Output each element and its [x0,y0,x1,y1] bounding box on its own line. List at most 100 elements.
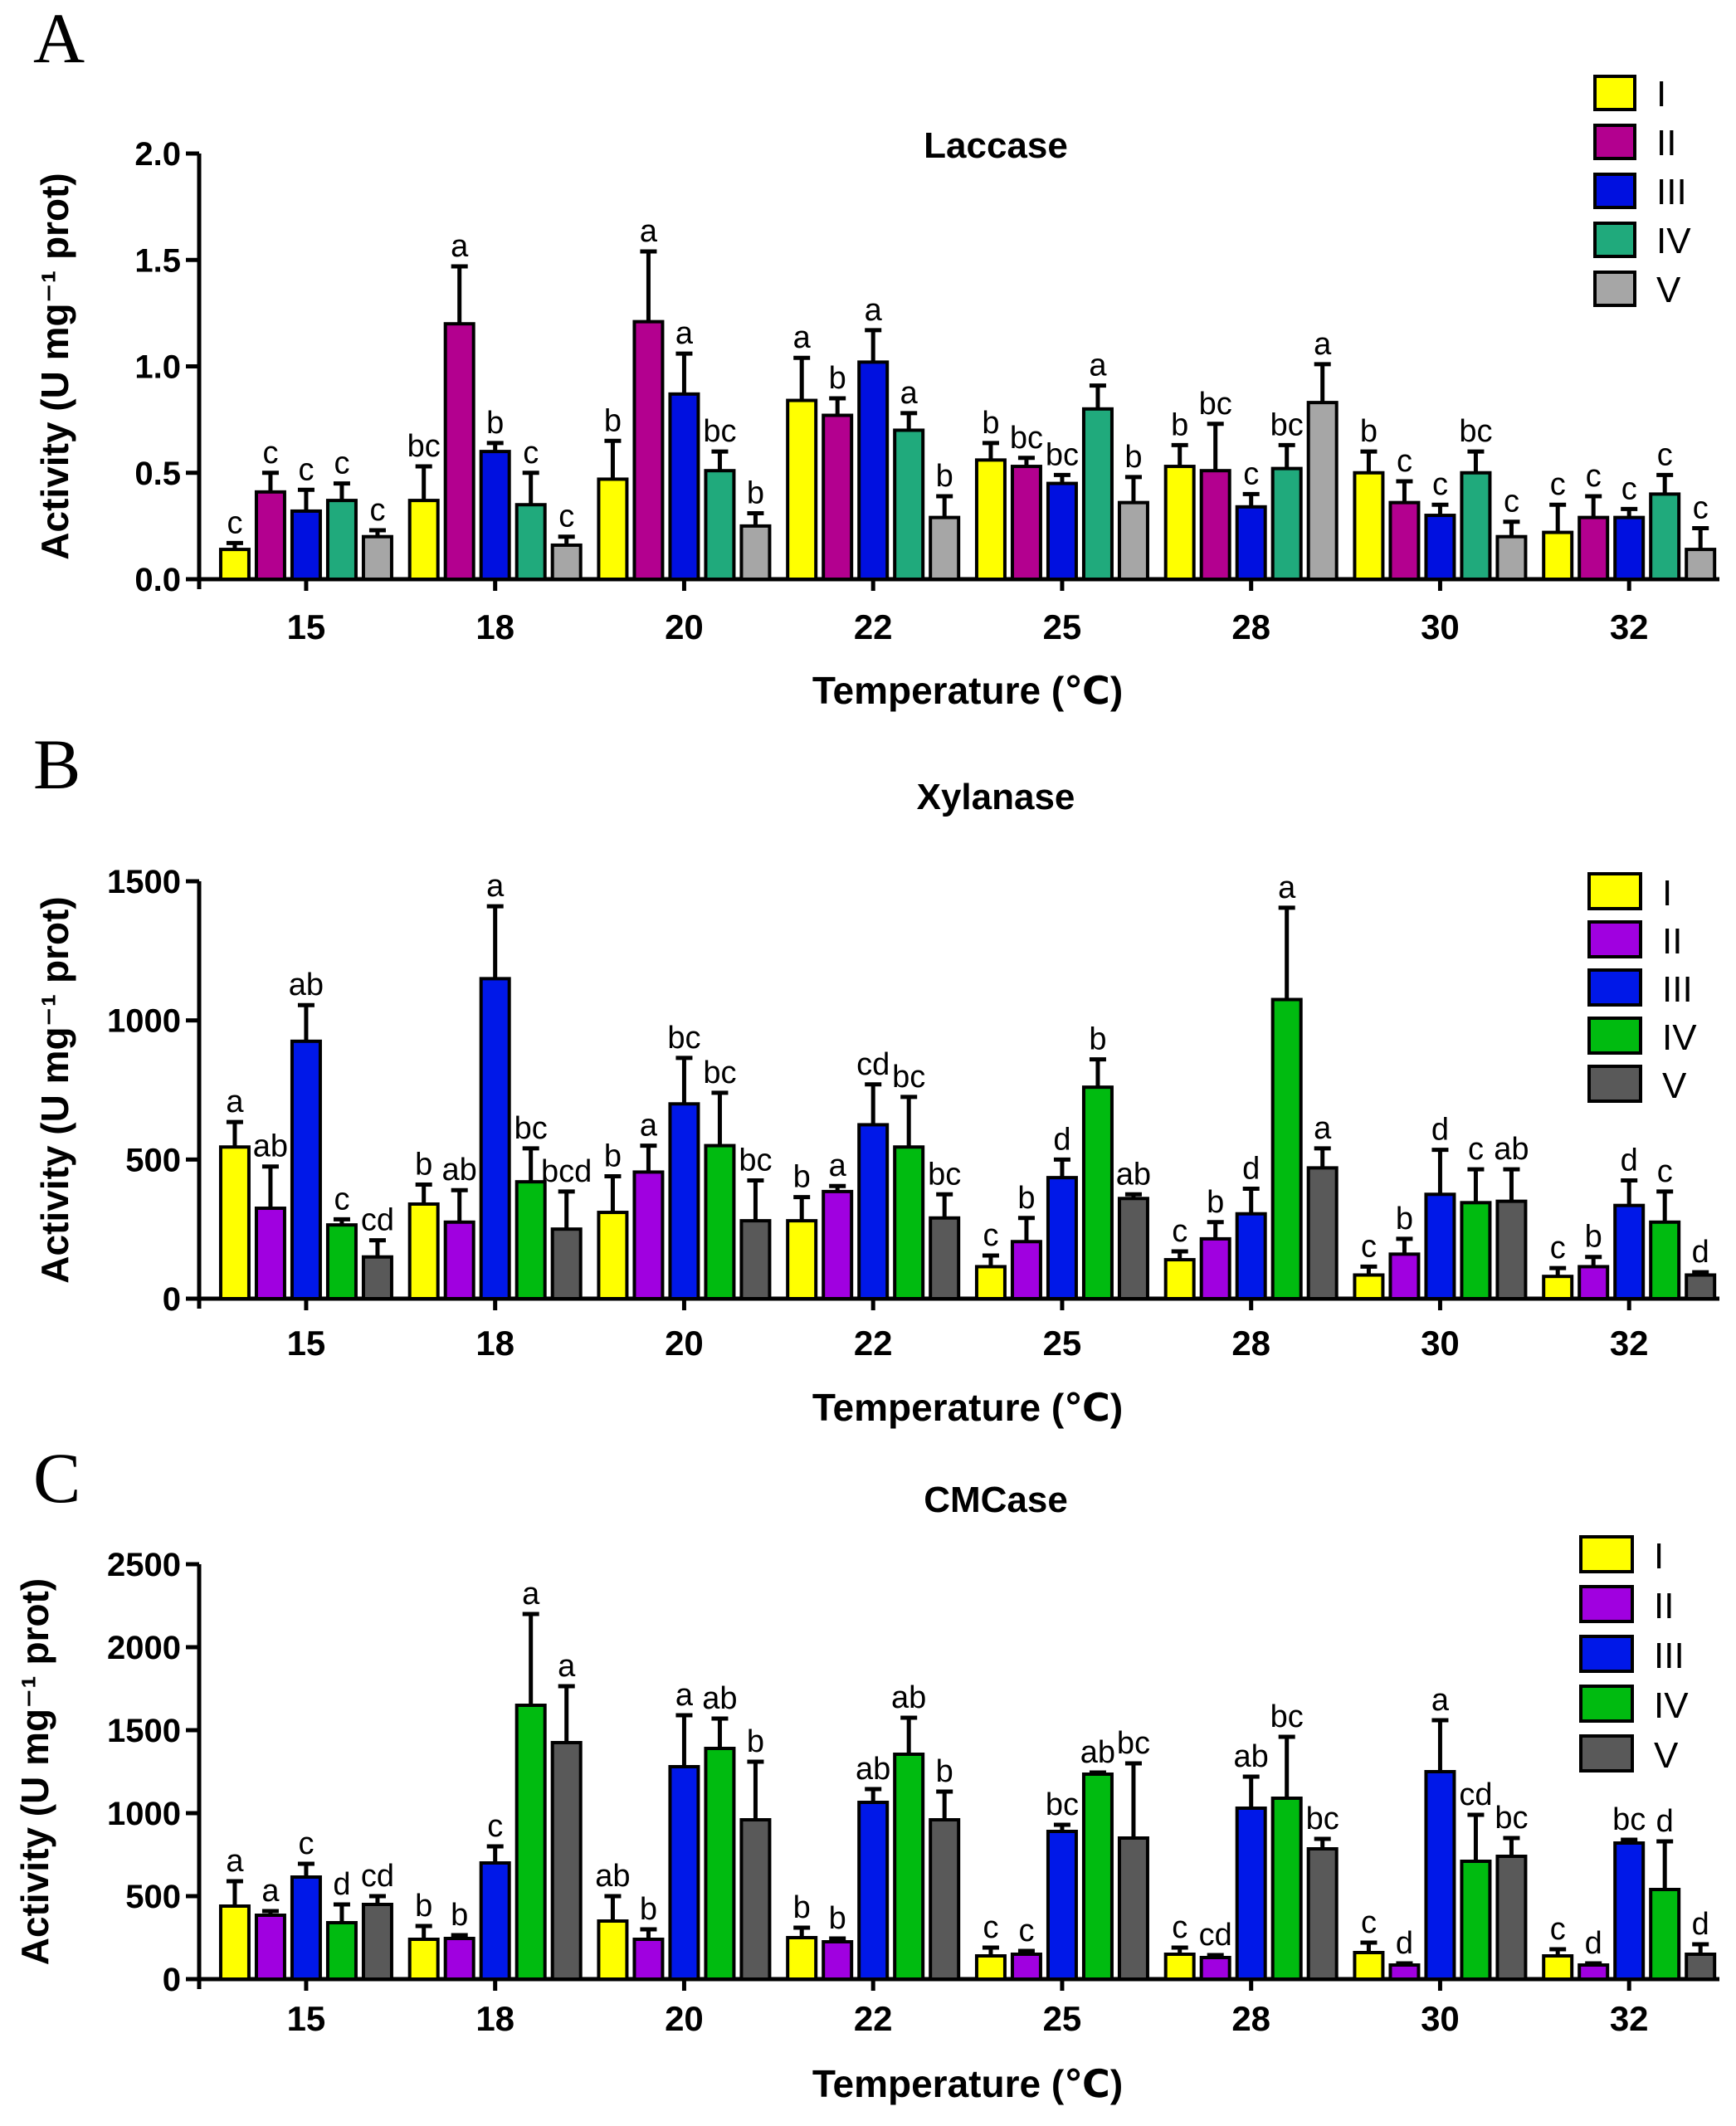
significance-label: bcd [541,1154,592,1189]
legend-swatch [1587,1017,1642,1055]
significance-label: c [523,436,539,471]
legend-swatch [1587,1065,1642,1103]
bar-I-32 [1542,530,1574,582]
x-tick-label: 25 [1043,607,1082,646]
significance-label: a [793,320,812,355]
significance-label: d [333,1867,350,1902]
legend-label: V [1656,270,1681,310]
significance-label: b [1124,440,1142,475]
significance-label: b [936,459,953,494]
bar-III-15 [290,509,322,581]
y-tick-label: 500 [125,1879,181,1915]
significance-label: c [1361,1229,1377,1264]
bar-IV-28 [1270,1797,1303,1981]
bar-V-32 [1685,1953,1717,1981]
bar-I-30 [1353,1273,1385,1301]
legend-swatch [1593,173,1636,209]
bar-I-20 [597,1919,629,1981]
significance-label: c [1172,1214,1187,1249]
bar-III-20 [668,1102,700,1301]
significance-label: a [675,1678,694,1713]
significance-label: a [1314,327,1332,362]
bar-V-22 [929,515,961,581]
bar-III-28 [1235,1212,1267,1301]
legend-label: V [1654,1735,1679,1776]
legend-swatch [1587,968,1642,1007]
y-tick-label: 2500 [107,1547,181,1583]
significance-label: d [1053,1122,1070,1157]
bar-V-30 [1495,1855,1528,1981]
significance-label: c [1586,459,1602,494]
y-axis-label: Activity (U mg⁻¹ prot) [13,1578,56,1965]
x-tick-label: 18 [475,1324,514,1363]
bar-V-15 [361,1255,393,1300]
bar-I-25 [974,458,1007,581]
x-tick-label: 28 [1231,607,1270,646]
bar-III-15 [290,1039,322,1300]
bar-I-15 [218,1904,251,1981]
significance-label: a [1314,1111,1332,1146]
legend-swatch [1587,920,1642,958]
significance-label: ab [1080,1735,1115,1770]
y-tick-label: 0 [163,1281,181,1318]
y-tick-label: 500 [125,1142,181,1178]
legend-swatch [1593,271,1636,307]
significance-label: b [1396,1202,1413,1236]
significance-label: b [793,1890,811,1925]
bar-IV-20 [704,1143,736,1300]
chart-panel-c: C CMCase 0 500 1000 1500 2000 2500 Temperature (… [13,1438,1719,2105]
significance-label: cd [361,1203,394,1238]
legend-swatch [1579,1535,1634,1573]
significance-label: b [1089,1022,1106,1057]
significance-label: a [261,1874,280,1909]
bar-II-20 [632,1170,665,1300]
panel-letter: C [33,1438,80,1518]
legend-swatch [1579,1635,1634,1673]
legend-swatch [1587,872,1642,910]
significance-label: bc [1306,1802,1339,1836]
legend-swatch [1579,1685,1634,1723]
bar-IV-18 [514,1704,547,1981]
bar-IV-22 [893,1145,925,1300]
significance-label: b [982,406,999,441]
bar-III-28 [1235,505,1267,581]
bar-I-18 [407,1938,440,1981]
significance-label: d [1242,1152,1260,1187]
legend-label: I [1662,873,1672,914]
x-axis-label: Temperature (℃) [812,2062,1123,2105]
bar-II-18 [443,1220,475,1300]
bar-II-15 [254,490,286,582]
bar-II-22 [822,413,854,581]
bar-I-20 [597,477,629,582]
significance-label: bc [703,414,736,449]
bar-V-15 [361,534,393,582]
significance-label: c [262,436,278,471]
significance-label: b [1585,1220,1602,1255]
legend-label: II [1656,123,1676,163]
bar-I-32 [1542,1275,1574,1301]
y-tick-label: 2.0 [134,136,181,173]
bar-IV-28 [1270,466,1303,581]
legend-label: III [1656,172,1687,212]
significance-label: b [829,1901,846,1936]
significance-label: b [604,403,622,438]
significance-label: c [227,505,242,540]
y-tick-label: 0 [163,1962,181,1998]
significance-label: ab [442,1153,477,1187]
bar-II-15 [254,1207,286,1301]
significance-label: ab [856,1752,890,1787]
bar-V-28 [1306,1847,1339,1981]
legend-label: I [1654,1536,1664,1577]
x-axis-label: Temperature (℃) [812,669,1123,712]
bar-II-20 [632,1938,665,1981]
y-tick-label: 1000 [107,1003,181,1040]
bar-I-32 [1542,1954,1574,1981]
significance-label: bc [1199,387,1232,422]
bar-V-15 [361,1903,393,1981]
bar-III-25 [1046,481,1078,582]
significance-label: ab [253,1129,288,1164]
bar-IV-28 [1270,997,1303,1301]
bar-I-30 [1353,471,1385,581]
significance-label: c [1468,1132,1484,1167]
significance-label: c [1432,467,1448,502]
